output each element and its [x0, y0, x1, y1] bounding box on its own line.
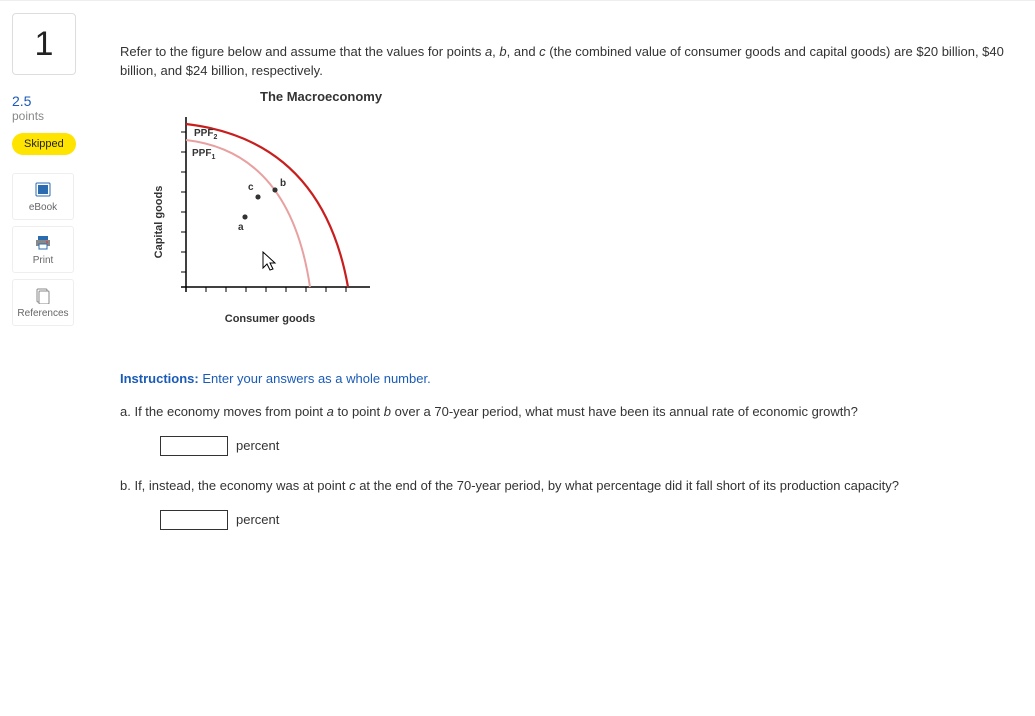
ppf1-curve [186, 140, 310, 287]
point-b-dot-cy [273, 187, 278, 192]
question-a: a. If the economy moves from point a to … [120, 402, 1023, 422]
question-b: b. If, instead, the economy was at point… [120, 476, 1023, 496]
unit-b: percent [236, 512, 279, 527]
answer-row-a: percent [160, 436, 1023, 456]
question-number-box: 1 [12, 13, 76, 75]
answer-row-b: percent [160, 510, 1023, 530]
chart-title: The Macroeconomy [260, 89, 1023, 104]
print-button[interactable]: Print [12, 226, 74, 273]
point-c-label: c [248, 182, 254, 193]
print-label: Print [13, 255, 73, 266]
points-value: 2.5 [12, 93, 102, 109]
unit-a: percent [236, 438, 279, 453]
answer-input-a[interactable] [160, 436, 228, 456]
cursor-icon [263, 252, 275, 270]
point-a-label: a [238, 222, 244, 233]
point-a-dot-cy [243, 214, 248, 219]
ppf-chart: Capital goods Consumer goods [150, 112, 1023, 355]
point-b-label: b [280, 178, 286, 189]
point-c-dot-cy [256, 194, 261, 199]
references-button[interactable]: References [12, 279, 74, 326]
book-icon [34, 182, 52, 198]
y-axis-label: Capital goods [153, 185, 165, 258]
main-content: Refer to the figure below and assume tha… [102, 13, 1023, 716]
ppf1-label: PPF1 [192, 148, 215, 161]
printer-icon [34, 235, 52, 251]
references-label: References [13, 308, 73, 319]
sidebar: 1 2.5 points Skipped eBook Print Referen… [12, 13, 102, 716]
points-label: points [12, 109, 102, 123]
document-icon [34, 288, 52, 304]
ebook-button[interactable]: eBook [12, 173, 74, 220]
instructions-line: Instructions: Enter your answers as a wh… [120, 371, 1023, 386]
ebook-label: eBook [13, 202, 73, 213]
status-badge: Skipped [12, 133, 76, 155]
question-prompt: Refer to the figure below and assume tha… [120, 43, 1023, 81]
x-axis-label: Consumer goods [225, 313, 315, 325]
answer-input-b[interactable] [160, 510, 228, 530]
